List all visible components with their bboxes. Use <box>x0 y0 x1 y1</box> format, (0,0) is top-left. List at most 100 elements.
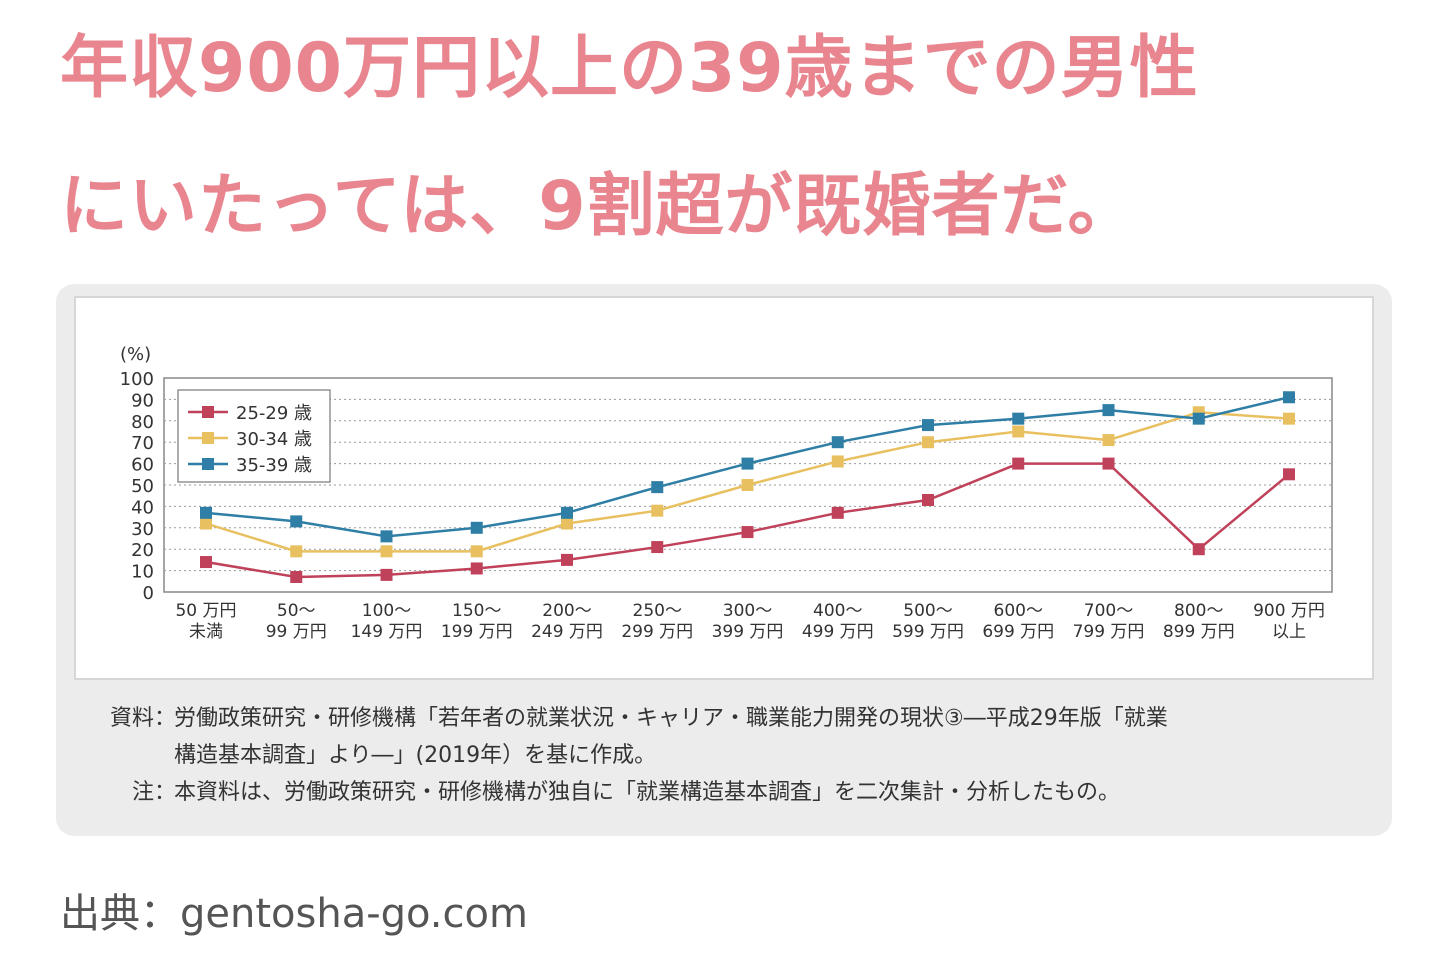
note-remark-label: 注 <box>131 780 154 805</box>
data-point <box>470 545 483 558</box>
y-tick-label: 20 <box>131 540 154 561</box>
x-tick-label: 99 万円 <box>266 622 327 642</box>
data-point <box>1283 468 1295 481</box>
y-tick-label: 100 <box>120 369 154 390</box>
data-point <box>1283 391 1295 404</box>
headline: 年収900万円以上の39歳までの男性 にいたっては、9割超が既婚者だ。 <box>60 0 1390 276</box>
x-tick-label: 799 万円 <box>1073 622 1145 642</box>
note-source-label: 資料 <box>109 706 154 731</box>
x-tick-label: 399 万円 <box>712 622 784 642</box>
y-tick-label: 80 <box>131 412 154 433</box>
data-point <box>922 419 934 432</box>
data-point <box>380 568 393 581</box>
note-remark-sep: ： <box>154 780 177 805</box>
note-remark-row: 注 ： 本資料は、労働政策研究・研修機構が独自に「就業構造基本調査」を二次集計・… <box>74 774 1384 811</box>
data-point <box>561 517 573 530</box>
y-tick-label: 40 <box>131 497 154 518</box>
note-source-text-1: 労働政策研究・研修機構「若年者の就業状況・キャリア・職業能力開発の現状③―平成2… <box>174 706 1168 731</box>
data-point <box>1102 434 1115 447</box>
source-credit: 出典：gentosha-go.com <box>60 891 528 937</box>
y-tick-label: 30 <box>131 519 154 540</box>
data-point <box>741 479 754 491</box>
legend-marker <box>202 432 214 444</box>
y-tick-label: 0 <box>143 583 154 604</box>
note-source-row-cont: 構造基本調査」より―」(2019年）を基に作成。 <box>74 737 1384 774</box>
data-point <box>470 562 483 575</box>
chart-panel: 0 10 20 30 40 50 60 70 80 90 100 (%) 50 万円 未満 50～ 99 万円… <box>74 296 1374 680</box>
note-source-sep: ： <box>154 706 177 731</box>
data-point <box>200 517 212 530</box>
x-tick-label: 699 万円 <box>982 622 1054 642</box>
x-tick-label: 899 万円 <box>1163 622 1235 642</box>
x-tick-label: 150～ <box>452 601 501 621</box>
note-source-row: 資料 ： 労働政策研究・研修機構「若年者の就業状況・キャリア・職業能力開発の現状… <box>74 700 1384 737</box>
data-point <box>1012 412 1025 425</box>
x-tick-label: 599 万円 <box>892 622 964 642</box>
data-point <box>1012 457 1025 470</box>
x-tick-label: 800～ <box>1174 601 1223 621</box>
x-tick-label: 299 万円 <box>621 622 693 642</box>
x-tick-label: 900 万円 <box>1253 601 1325 621</box>
data-point <box>290 571 303 584</box>
data-point <box>651 541 664 554</box>
x-tick-label: 149 万円 <box>351 622 423 642</box>
x-tick-label: 50 万円 <box>175 601 236 621</box>
y-tick-label: 90 <box>131 390 154 411</box>
x-tick-label: 600～ <box>994 601 1043 621</box>
headline-line-2: にいたっては、9割超が既婚者だ。 <box>60 167 1137 246</box>
data-point <box>1012 425 1025 438</box>
figure-card: 0 10 20 30 40 50 60 70 80 90 100 (%) 50 万円 未満 50～ 99 万円… <box>56 284 1392 836</box>
x-tick-label: 400～ <box>813 601 862 621</box>
x-tick-label: 250～ <box>633 601 682 621</box>
headline-line-1: 年収900万円以上の39歳までの男性 <box>60 29 1199 108</box>
x-tick-label: 499 万円 <box>802 622 874 642</box>
data-point <box>561 506 573 519</box>
data-point <box>200 556 212 569</box>
x-tick-label: 未満 <box>189 622 223 642</box>
x-tick-label: 300～ <box>723 601 772 621</box>
x-tick-label: 以上 <box>1272 622 1306 642</box>
data-point <box>290 545 303 558</box>
legend-entry: 35-39 歳 <box>236 455 312 476</box>
y-tick-label: 70 <box>131 433 154 454</box>
data-point <box>561 553 573 566</box>
legend-entry: 25-29 歳 <box>236 403 312 424</box>
data-point <box>200 506 212 519</box>
legend-marker <box>202 458 214 470</box>
y-tick-label: 60 <box>131 455 154 476</box>
data-point <box>741 526 754 539</box>
data-point <box>1283 412 1295 425</box>
data-point <box>1102 457 1115 470</box>
note-source-text-2: 構造基本調査」より―」(2019年）を基に作成。 <box>174 743 657 768</box>
data-point <box>470 521 483 534</box>
note-remark-text: 本資料は、労働政策研究・研修機構が独自に「就業構造基本調査」を二次集計・分析した… <box>174 780 1121 805</box>
y-axis-label: (%) <box>120 344 151 365</box>
data-point <box>380 545 393 558</box>
data-point <box>831 436 844 449</box>
data-point <box>831 455 844 468</box>
x-tick-label: 500～ <box>903 601 952 621</box>
y-tick-label: 50 <box>131 476 154 497</box>
notes: 資料 ： 労働政策研究・研修機構「若年者の就業状況・キャリア・職業能力開発の現状… <box>74 700 1384 811</box>
x-tick-label: 199 万円 <box>441 622 513 642</box>
x-tick-label: 100～ <box>362 601 411 621</box>
y-tick-label: 10 <box>131 562 154 583</box>
data-point <box>290 515 303 528</box>
data-point <box>922 493 934 506</box>
data-point <box>922 436 934 449</box>
data-point <box>651 481 664 494</box>
legend-marker <box>202 406 214 418</box>
x-tick-label: 249 万円 <box>531 622 603 642</box>
data-point <box>831 506 844 519</box>
data-point <box>1192 543 1205 556</box>
data-point <box>1102 404 1115 417</box>
x-tick-label: 50～ <box>277 601 316 621</box>
data-point <box>1192 412 1205 425</box>
x-tick-label: 700～ <box>1084 601 1133 621</box>
legend-entry: 30-34 歳 <box>236 429 312 450</box>
data-point <box>741 457 754 470</box>
x-tick-label: 200～ <box>542 601 591 621</box>
data-point <box>651 504 664 517</box>
data-point <box>380 530 393 543</box>
